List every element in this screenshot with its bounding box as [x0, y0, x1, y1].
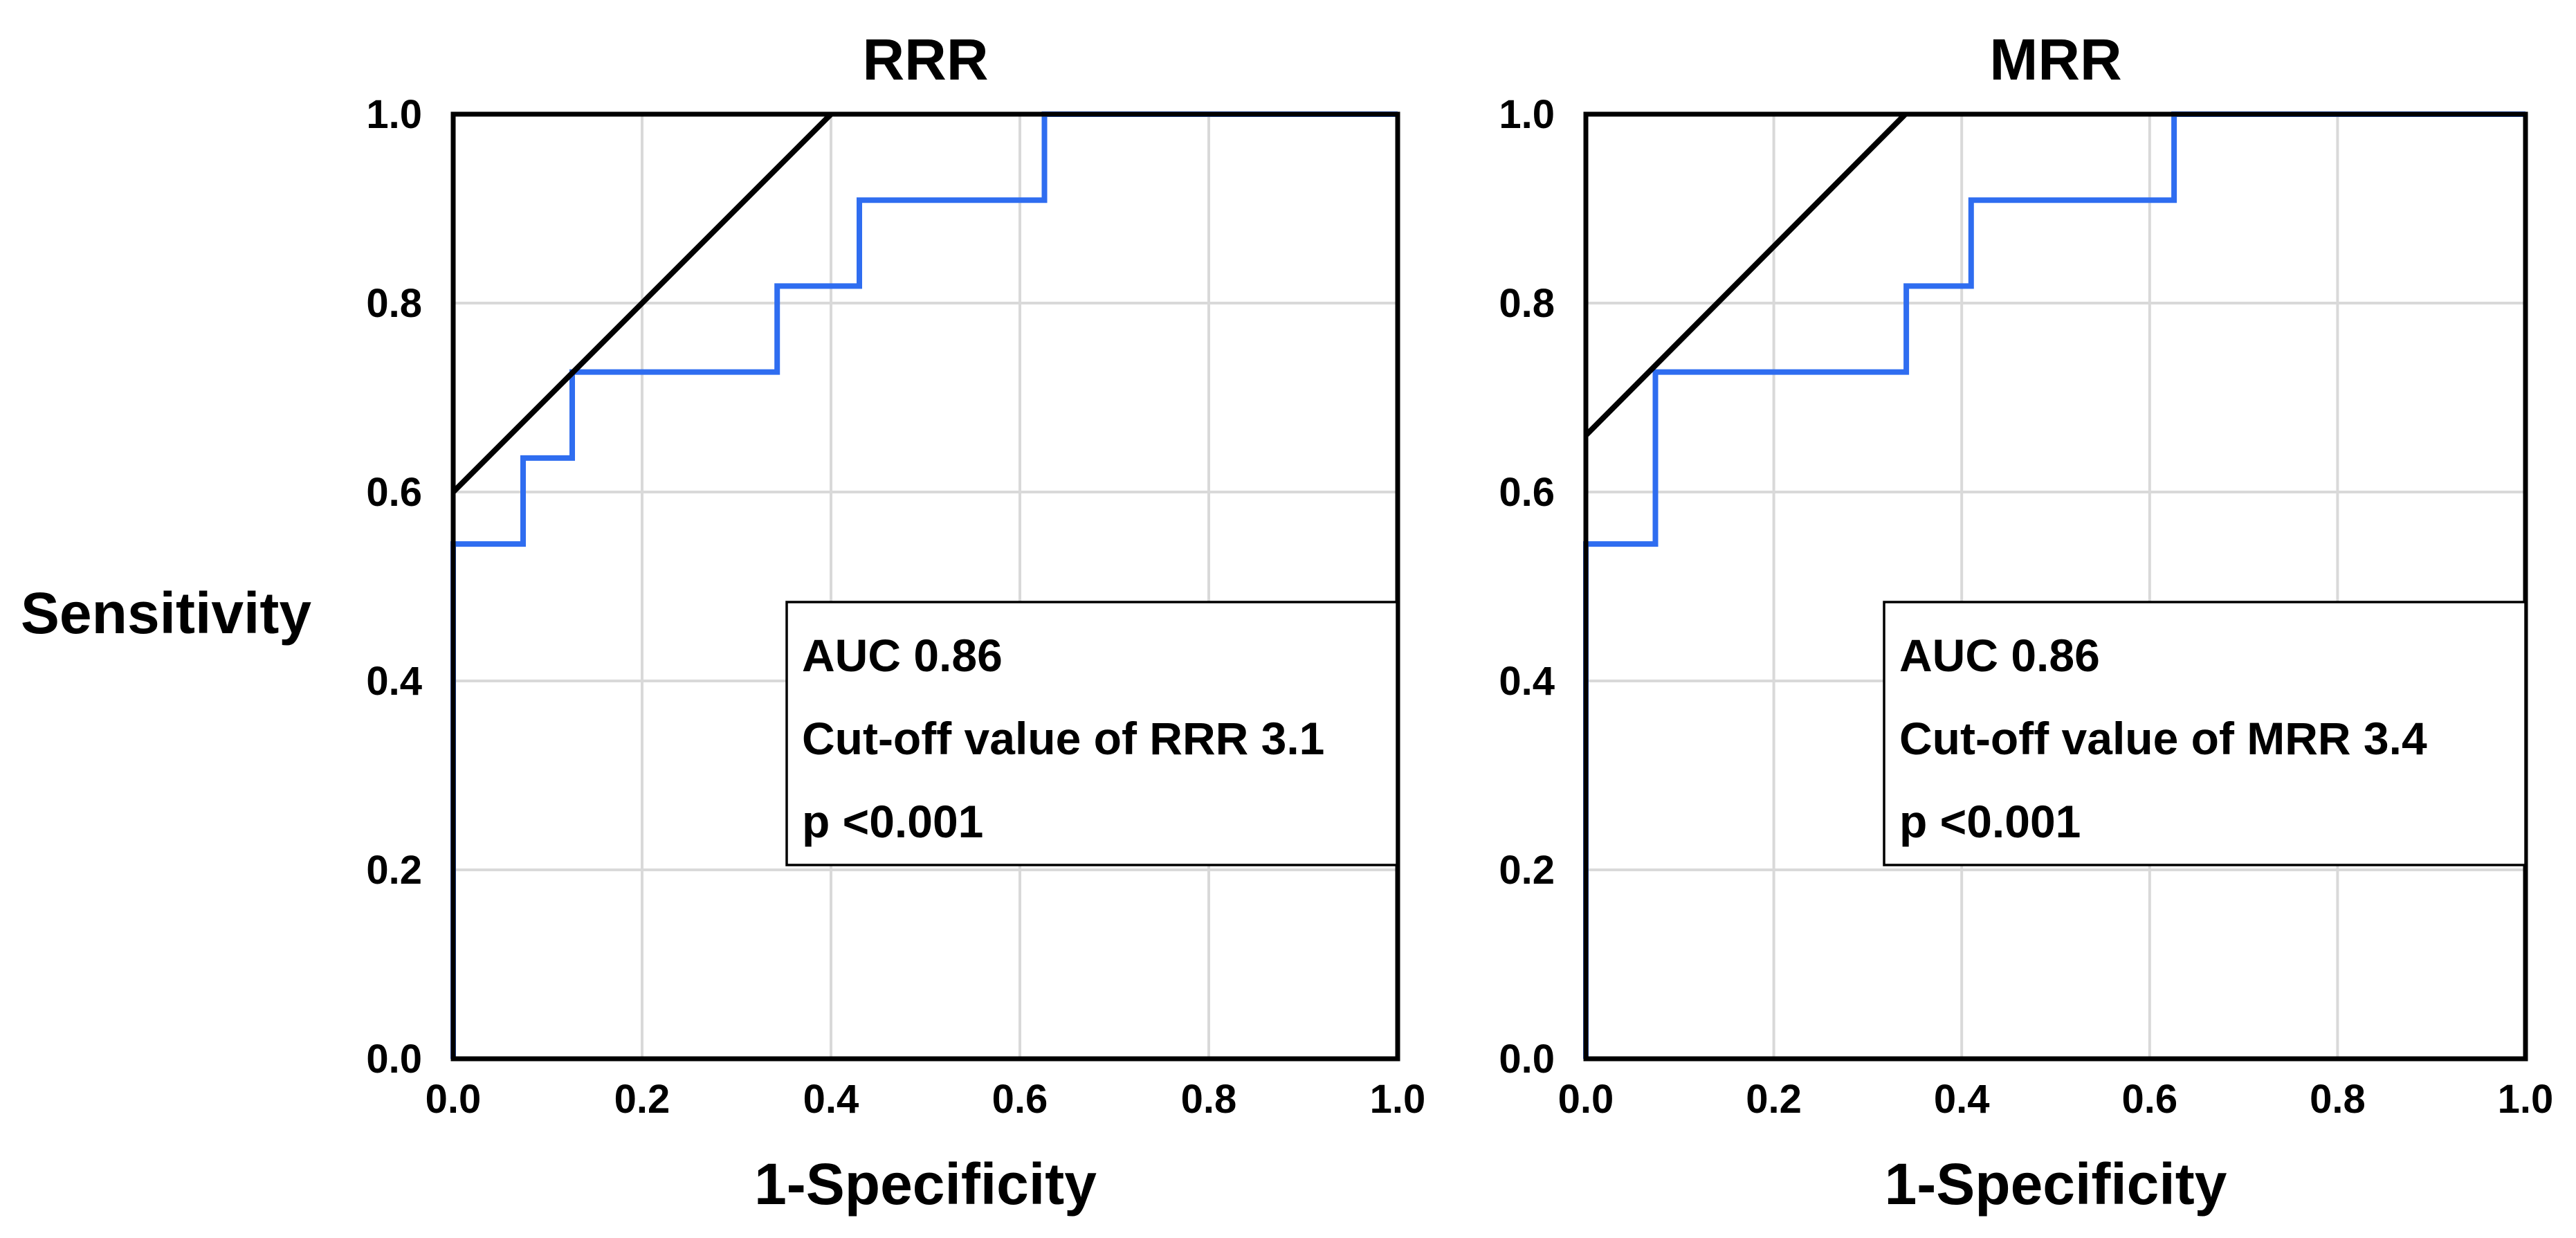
rrr-reference-line: [451, 112, 833, 494]
mrr-chart-title: MRR: [1989, 27, 2121, 92]
shared-y-axis-label: Sensitivity: [21, 581, 311, 646]
mrr-x-tick-label: 0.2: [1746, 1077, 1802, 1122]
rrr-annotation-frame: [785, 601, 1398, 866]
rrr-annotation-box: AUC 0.86 Cut-off value of RRR 3.1 p <0.001: [785, 601, 1398, 866]
rrr-y-tick-label: 0.0: [366, 1037, 422, 1082]
rrr-annotation-line: p <0.001: [802, 796, 983, 847]
mrr-roc-curve: [1583, 111, 2525, 1059]
mrr-y-tick-label: 0.0: [1499, 1037, 1555, 1082]
rrr-annotation-line: AUC 0.86: [802, 630, 1003, 681]
rrr-x-tick-label: 0.2: [614, 1077, 670, 1122]
mrr-x-tick-label: 0.8: [2310, 1077, 2366, 1122]
mrr-x-tick-label: 0.0: [1558, 1077, 1614, 1122]
rrr-y-tick-label: 0.4: [366, 659, 422, 704]
rrr-y-tick-label: 0.6: [366, 470, 422, 515]
mrr-annotation-line: AUC 0.86: [1899, 630, 2100, 681]
chart-mrr: MRR 0.0 0.2 0.4 0.6 0.8 1.0 0.0 0.2 0.4 0.6 0.8 1.0 1…: [1499, 27, 2553, 1217]
rrr-x-tick-label: 0.6: [992, 1077, 1048, 1122]
rrr-x-tick-label: 0.0: [426, 1077, 482, 1122]
rrr-chart-title: RRR: [863, 27, 989, 92]
rrr-annotation-line: Cut-off value of RRR 3.1: [802, 713, 1324, 764]
chart-rrr: RRR 0.0 0.2 0.4 0.6 0.8 1.0 0.0 0.2 0.4 0.6 0.8 1.0 1…: [366, 27, 1425, 1217]
mrr-annotation-frame: [1883, 601, 2527, 866]
mrr-x-tick-label: 0.6: [2121, 1077, 2177, 1122]
rrr-y-tick-label: 0.2: [366, 848, 422, 893]
mrr-x-tick-label: 1.0: [2498, 1077, 2554, 1122]
mrr-y-tick-label: 1.0: [1499, 92, 1555, 137]
rrr-x-tick-label: 0.4: [803, 1077, 859, 1122]
mrr-y-tick-label: 0.2: [1499, 848, 1555, 893]
mrr-annotation-line: p <0.001: [1899, 796, 2081, 847]
mrr-y-tick-label: 0.4: [1499, 659, 1555, 704]
mrr-y-tick-label: 0.8: [1499, 281, 1555, 326]
rrr-roc-curve: [450, 111, 1398, 1059]
rrr-x-tick-label: 1.0: [1370, 1077, 1426, 1122]
mrr-annotation-box: AUC 0.86 Cut-off value of MRR 3.4 p <0.001: [1883, 601, 2527, 866]
mrr-reference-line: [1584, 112, 1908, 437]
rrr-x-axis-label: 1-Specificity: [754, 1151, 1097, 1217]
rrr-x-tick-label: 0.8: [1181, 1077, 1237, 1122]
mrr-x-tick-label: 0.4: [1934, 1077, 1990, 1122]
rrr-plot-frame: [450, 111, 1400, 1062]
mrr-plot-frame: [1583, 111, 2528, 1062]
rrr-y-tick-label: 0.8: [366, 281, 422, 326]
mrr-y-tick-label: 0.6: [1499, 470, 1555, 515]
mrr-x-axis-label: 1-Specificity: [1885, 1151, 2227, 1217]
rrr-y-tick-label: 1.0: [366, 92, 422, 137]
mrr-annotation-line: Cut-off value of MRR 3.4: [1899, 713, 2427, 764]
